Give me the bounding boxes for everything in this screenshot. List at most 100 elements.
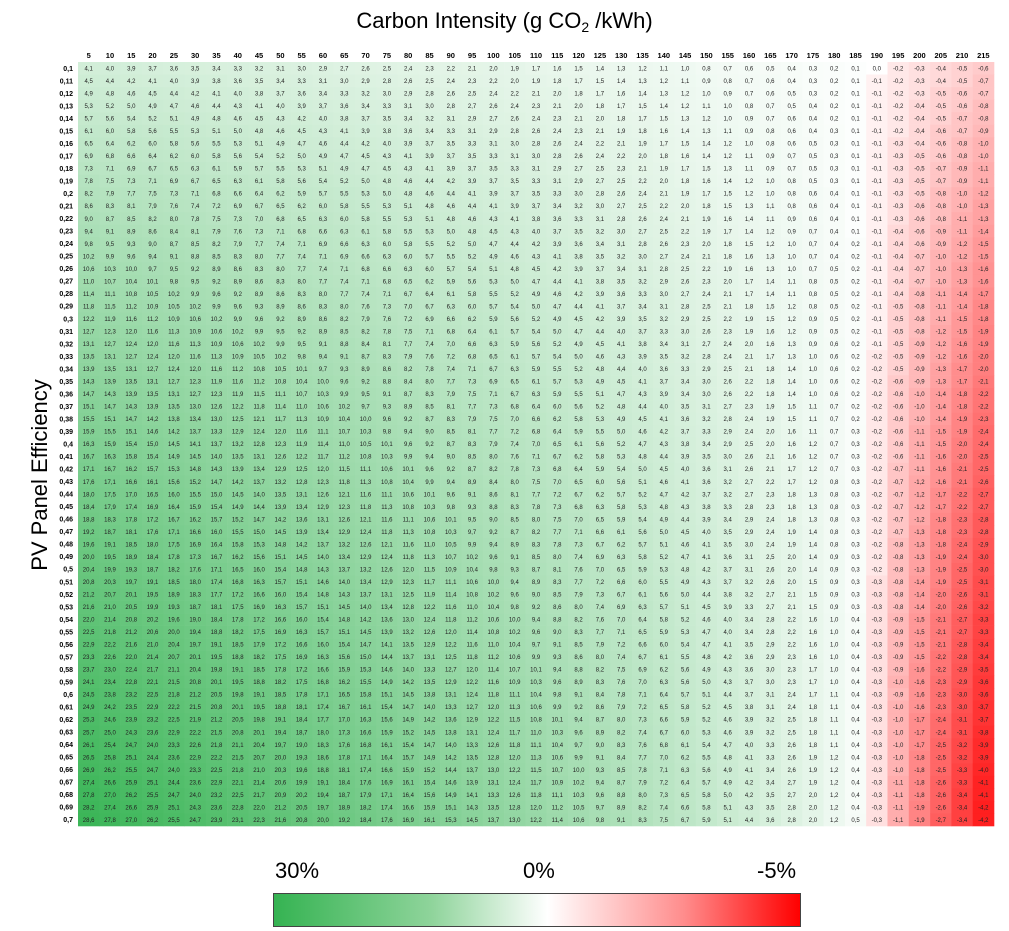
cell-value-label: 4,2 xyxy=(660,430,669,436)
cell-value-label: 11,8 xyxy=(339,480,351,486)
cell-value-label: -0,7 xyxy=(893,480,904,486)
cell-value-label: 13,8 xyxy=(168,417,180,423)
y-tick-label: 0,58 xyxy=(59,667,73,674)
cell-value-label: -0,3 xyxy=(872,693,883,699)
cell-value-label: -2,3 xyxy=(957,530,968,536)
cell-value-label: 3,6 xyxy=(702,480,711,486)
cell-value-label: -0,5 xyxy=(936,117,947,123)
cell-value-label: 12,2 xyxy=(488,718,500,724)
cell-value-label: 0,7 xyxy=(766,117,775,123)
cell-value-label: 16,6 xyxy=(317,668,329,674)
heatmap-cell xyxy=(738,99,760,113)
cell-value-label: 5,5 xyxy=(425,242,434,248)
cell-value-label: 1,2 xyxy=(809,467,818,473)
cell-value-label: -0,3 xyxy=(872,580,883,586)
cell-value-label: 6,2 xyxy=(553,417,562,423)
x-tick-label: 5 xyxy=(87,51,91,60)
cell-value-label: 8,1 xyxy=(127,204,136,210)
cell-value-label: 1,6 xyxy=(681,154,690,160)
cell-value-label: 16,3 xyxy=(83,442,95,448)
cell-value-label: 0,5 xyxy=(830,292,839,298)
cell-value-label: 3,6 xyxy=(660,367,669,373)
cell-value-label: 7,6 xyxy=(596,618,605,624)
cell-value-label: 8,0 xyxy=(574,605,583,611)
heatmap-cell xyxy=(866,99,888,113)
cell-value-label: 12,4 xyxy=(253,430,265,436)
cell-value-label: 3,4 xyxy=(660,342,669,348)
cell-value-label: 0,5 xyxy=(830,304,839,310)
cell-value-label: 11,6 xyxy=(381,517,393,523)
heatmap-cell xyxy=(248,149,271,163)
cell-value-label: 15,1 xyxy=(275,555,287,561)
cell-value-label: 1,2 xyxy=(745,179,754,185)
cell-value-label: 4,1 xyxy=(468,192,477,198)
cell-value-label: 2,4 xyxy=(745,417,754,423)
cell-value-label: 21,2 xyxy=(189,693,201,699)
cell-value-label: 4,9 xyxy=(574,342,583,348)
cell-value-label: -3,3 xyxy=(978,618,989,624)
heatmap-cell xyxy=(269,74,292,88)
cell-value-label: 14,9 xyxy=(232,505,244,511)
cell-value-label: 10,6 xyxy=(381,467,393,473)
cell-value-label: 13,1 xyxy=(445,693,457,699)
cell-value-label: 12,3 xyxy=(211,392,223,398)
heatmap-cell xyxy=(461,99,484,113)
cell-value-label: 6,6 xyxy=(660,718,669,724)
cell-value-label: 5,5 xyxy=(383,217,392,223)
heatmap-cell xyxy=(482,149,505,163)
cell-value-label: 9,6 xyxy=(532,630,541,636)
cell-value-label: 3,1 xyxy=(489,142,498,148)
cell-value-label: 2,3 xyxy=(425,66,434,72)
cell-value-label: 0,4 xyxy=(851,730,860,736)
cell-value-label: -0,9 xyxy=(914,367,925,373)
cell-value-label: -2,6 xyxy=(978,480,989,486)
cell-value-label: 9,9 xyxy=(106,254,115,260)
cell-value-label: -1,0 xyxy=(936,254,947,260)
cell-value-label: -2,2 xyxy=(978,392,989,398)
cell-value-label: 5,3 xyxy=(361,192,370,198)
cell-value-label: -1,0 xyxy=(893,768,904,774)
cell-value-label: 6,9 xyxy=(84,154,93,160)
cell-value-label: 2,8 xyxy=(766,630,775,636)
cell-value-label: -1,0 xyxy=(914,392,925,398)
cell-value-label: 3,5 xyxy=(660,355,669,361)
cell-value-label: 1,7 xyxy=(809,693,818,699)
cell-value-label: 0,4 xyxy=(830,217,839,223)
cell-value-label: 0,3 xyxy=(830,142,839,148)
cell-value-label: 7,1 xyxy=(425,329,434,335)
cell-value-label: 7,7 xyxy=(638,755,647,761)
cell-value-label: -0,6 xyxy=(893,405,904,411)
cell-value-label: 7,1 xyxy=(383,292,392,298)
cell-value-label: 2,1 xyxy=(766,467,775,473)
heatmap-cell xyxy=(738,137,760,150)
heatmap-cell xyxy=(738,74,760,88)
cell-value-label: 1,9 xyxy=(787,542,796,548)
cell-value-label: 5,0 xyxy=(447,229,456,235)
cell-value-label: 20,0 xyxy=(275,755,287,761)
cell-value-label: 3,6 xyxy=(234,79,243,85)
heatmap-cell xyxy=(610,149,633,163)
cell-value-label: -1,7 xyxy=(914,718,925,724)
cell-value-label: 7,5 xyxy=(489,417,498,423)
cell-value-label: 10,0 xyxy=(317,380,329,386)
cell-value-label: 2,1 xyxy=(681,217,690,223)
cell-value-label: 1,0 xyxy=(830,618,839,624)
y-tick-label: 0,57 xyxy=(59,654,73,661)
cell-value-label: 3,4 xyxy=(553,204,562,210)
cell-value-label: 8,8 xyxy=(574,668,583,674)
cell-value-label: 18,3 xyxy=(104,517,116,523)
cell-value-label: 7,0 xyxy=(511,417,520,423)
cell-value-label: 5,9 xyxy=(638,567,647,573)
cell-value-label: 1,8 xyxy=(574,92,583,98)
x-tick-label: 80 xyxy=(404,51,412,60)
heatmap-cell xyxy=(163,62,185,75)
cell-value-label: 4,4 xyxy=(596,329,605,335)
cell-value-label: 8,0 xyxy=(340,304,349,310)
cell-value-label: -0,8 xyxy=(936,217,947,223)
cell-value-label: 6,9 xyxy=(638,668,647,674)
cell-value-label: 5,4 xyxy=(511,304,520,310)
cell-value-label: 2,8 xyxy=(596,192,605,198)
cell-value-label: 24,7 xyxy=(125,743,137,749)
cell-value-label: 6,0 xyxy=(340,217,349,223)
cell-value-label: 12,4 xyxy=(125,342,137,348)
